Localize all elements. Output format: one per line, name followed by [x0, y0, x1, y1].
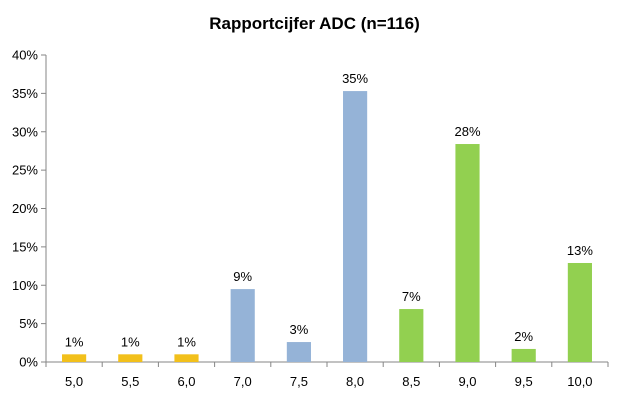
data-label: 1% [121, 334, 140, 349]
x-tick-label: 7,0 [234, 374, 252, 389]
bar [174, 354, 199, 362]
data-label: 1% [65, 334, 84, 349]
data-label: 28% [454, 124, 480, 139]
y-tick-label: 5% [19, 316, 38, 331]
x-tick-label: 9,5 [515, 374, 533, 389]
data-label: 2% [514, 329, 533, 344]
x-tick-label: 8,5 [402, 374, 420, 389]
data-label: 3% [290, 322, 309, 337]
data-label: 35% [342, 71, 368, 86]
bar [230, 289, 255, 362]
data-label: 13% [567, 243, 593, 258]
bar [511, 348, 536, 362]
y-tick-label: 25% [12, 163, 38, 178]
x-tick-label: 6,0 [177, 374, 195, 389]
bar [399, 309, 424, 362]
x-tick-label: 10,0 [567, 374, 592, 389]
y-tick-label: 35% [12, 86, 38, 101]
bar [118, 354, 143, 362]
bar [286, 342, 311, 362]
bar [343, 91, 368, 362]
x-tick-label: 7,5 [290, 374, 308, 389]
chart-title: Rapportcijfer ADC (n=116) [209, 14, 420, 33]
x-tick-label: 8,0 [346, 374, 364, 389]
bar [567, 262, 592, 362]
data-label: 1% [177, 334, 196, 349]
y-tick-label: 40% [12, 48, 38, 63]
y-tick-label: 0% [19, 355, 38, 370]
data-label: 7% [402, 289, 421, 304]
x-tick-label: 5,0 [65, 374, 83, 389]
y-tick-label: 15% [12, 239, 38, 254]
data-label: 9% [233, 269, 252, 284]
x-tick-label: 5,5 [121, 374, 139, 389]
x-tick-label: 9,0 [458, 374, 476, 389]
y-tick-label: 30% [12, 124, 38, 139]
bar [455, 144, 480, 362]
y-tick-label: 10% [12, 278, 38, 293]
bar [62, 354, 87, 362]
y-tick-label: 20% [12, 201, 38, 216]
